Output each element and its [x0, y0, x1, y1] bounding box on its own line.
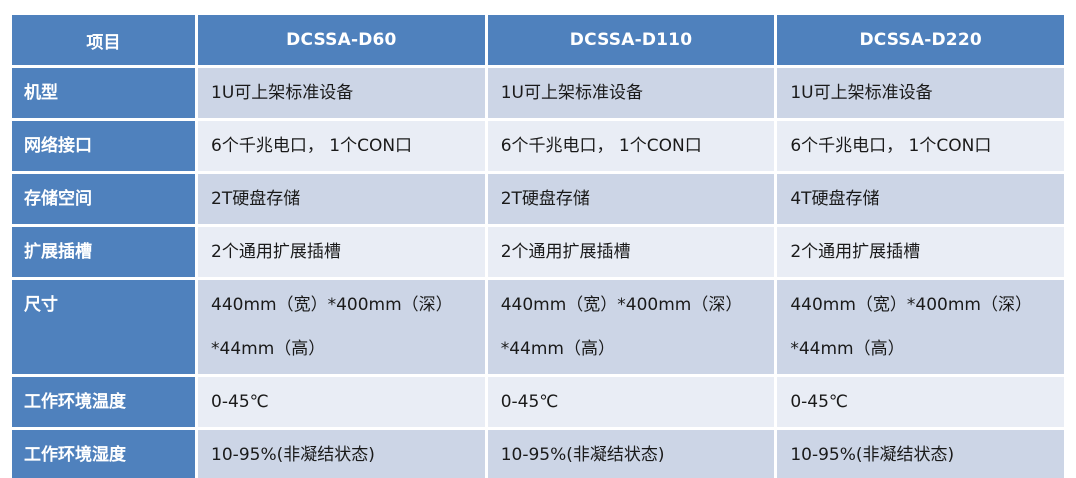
- spec-value-cell: 1U可上架标准设备: [777, 68, 1064, 118]
- spec-value-cell: 2个通用扩展插槽: [487, 227, 775, 277]
- spec-value-cell: 1U可上架标准设备: [487, 68, 775, 118]
- header-cell-dcssa-d220: DCSSA-D220: [777, 15, 1064, 65]
- spec-value-cell: 0-45℃: [198, 377, 485, 427]
- row-label: 工作环境温度: [12, 377, 196, 427]
- spec-value-cell: 440mm（宽）*400mm（深） *44mm（高）: [487, 280, 775, 374]
- spec-value-cell: 6个千兆电口， 1个CON口: [487, 121, 775, 171]
- header-row: 项目 DCSSA-D60 DCSSA-D110 DCSSA-D220: [12, 15, 1064, 65]
- row-label: 扩展插槽: [12, 227, 196, 277]
- header-cell-dcssa-d60: DCSSA-D60: [198, 15, 485, 65]
- table-row: 尺寸 440mm（宽）*400mm（深） *44mm（高） 440mm（宽）*400…: [12, 280, 1064, 374]
- spec-value-cell: 440mm（宽）*400mm（深） *44mm（高）: [198, 280, 485, 374]
- table-row: 存储空间 2T硬盘存储 2T硬盘存储 4T硬盘存储: [12, 174, 1064, 224]
- row-label: 尺寸: [12, 280, 196, 374]
- spec-value-cell: 6个千兆电口， 1个CON口: [198, 121, 485, 171]
- spec-value-cell: 0-45℃: [777, 377, 1064, 427]
- spec-value-cell: 10-95%(非凝结状态): [198, 430, 485, 478]
- spec-table: 项目 DCSSA-D60 DCSSA-D110 DCSSA-D220 机型 1U可…: [9, 12, 1067, 478]
- row-label: 机型: [12, 68, 196, 118]
- spec-value-cell: 2个通用扩展插槽: [198, 227, 485, 277]
- table-row: 工作环境温度 0-45℃ 0-45℃ 0-45℃: [12, 377, 1064, 427]
- row-label: 存储空间: [12, 174, 196, 224]
- spec-value-cell: 4T硬盘存储: [777, 174, 1064, 224]
- spec-value-cell: 0-45℃: [487, 377, 775, 427]
- header-cell-item: 项目: [12, 15, 196, 65]
- row-label: 工作环境湿度: [12, 430, 196, 478]
- spec-table-body: 机型 1U可上架标准设备 1U可上架标准设备 1U可上架标准设备 网络接口 6个千兆电口，…: [12, 68, 1064, 478]
- spec-value-cell: 10-95%(非凝结状态): [487, 430, 775, 478]
- spec-value-cell: 440mm（宽）*400mm（深） *44mm（高）: [777, 280, 1064, 374]
- table-row: 网络接口 6个千兆电口， 1个CON口 6个千兆电口， 1个CON口 6个千兆电口， …: [12, 121, 1064, 171]
- header-cell-dcssa-d110: DCSSA-D110: [487, 15, 775, 65]
- row-label: 网络接口: [12, 121, 196, 171]
- table-row: 扩展插槽 2个通用扩展插槽 2个通用扩展插槽 2个通用扩展插槽: [12, 227, 1064, 277]
- table-row: 机型 1U可上架标准设备 1U可上架标准设备 1U可上架标准设备: [12, 68, 1064, 118]
- spec-value-cell: 6个千兆电口， 1个CON口: [777, 121, 1064, 171]
- spec-table-head: 项目 DCSSA-D60 DCSSA-D110 DCSSA-D220: [12, 15, 1064, 65]
- spec-value-cell: 10-95%(非凝结状态): [777, 430, 1064, 478]
- spec-value-cell: 2T硬盘存储: [198, 174, 485, 224]
- spec-value-cell: 2T硬盘存储: [487, 174, 775, 224]
- spec-value-cell: 2个通用扩展插槽: [777, 227, 1064, 277]
- spec-value-cell: 1U可上架标准设备: [198, 68, 485, 118]
- table-row: 工作环境湿度 10-95%(非凝结状态) 10-95%(非凝结状态) 10-95%(非…: [12, 430, 1064, 478]
